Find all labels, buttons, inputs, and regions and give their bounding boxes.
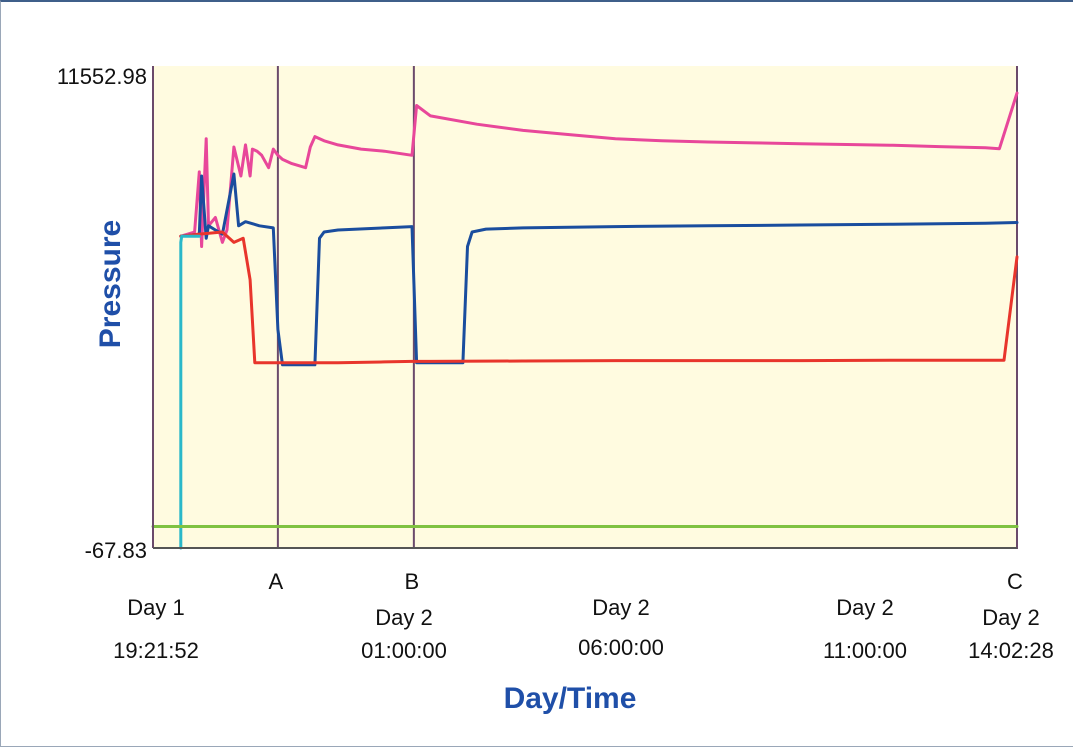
y-axis-title: Pressure (94, 220, 127, 348)
x-tick-label: 01:00:00 (361, 638, 447, 663)
x-tick-label: Day 2 (982, 605, 1039, 630)
series-line-1 (179, 91, 1019, 248)
x-tick-labels: Day 1 19:21:52 Day 2 01:00:00 Day 2 06:00:00 D… (113, 595, 1054, 663)
x-tick-label: Day 2 (375, 605, 432, 630)
series-layer (151, 91, 1019, 550)
x-tick-label: Day 1 (127, 595, 184, 620)
marker-labels: A B C (269, 569, 1024, 594)
x-tick-label: 19:21:52 (113, 638, 199, 663)
marker-label-b: B (405, 569, 420, 594)
plot-background (153, 66, 1017, 548)
marker-label-c: C (1007, 569, 1023, 594)
series-line-4 (179, 234, 201, 550)
marker-label-a: A (269, 569, 284, 594)
x-axis-title: Day/Time (504, 682, 637, 715)
x-tick-label: 11:00:00 (823, 638, 907, 663)
y-tick-label-min: -67.83 (85, 538, 147, 563)
y-tick-label-max: 11552.98 (57, 64, 147, 89)
series-line-3 (179, 230, 1019, 365)
x-tick-label: 06:00:00 (578, 635, 664, 660)
x-tick-label: Day 2 (592, 595, 649, 620)
x-tick-label: Day 2 (836, 595, 893, 620)
x-tick-label: 14:02:28 (968, 638, 1054, 663)
